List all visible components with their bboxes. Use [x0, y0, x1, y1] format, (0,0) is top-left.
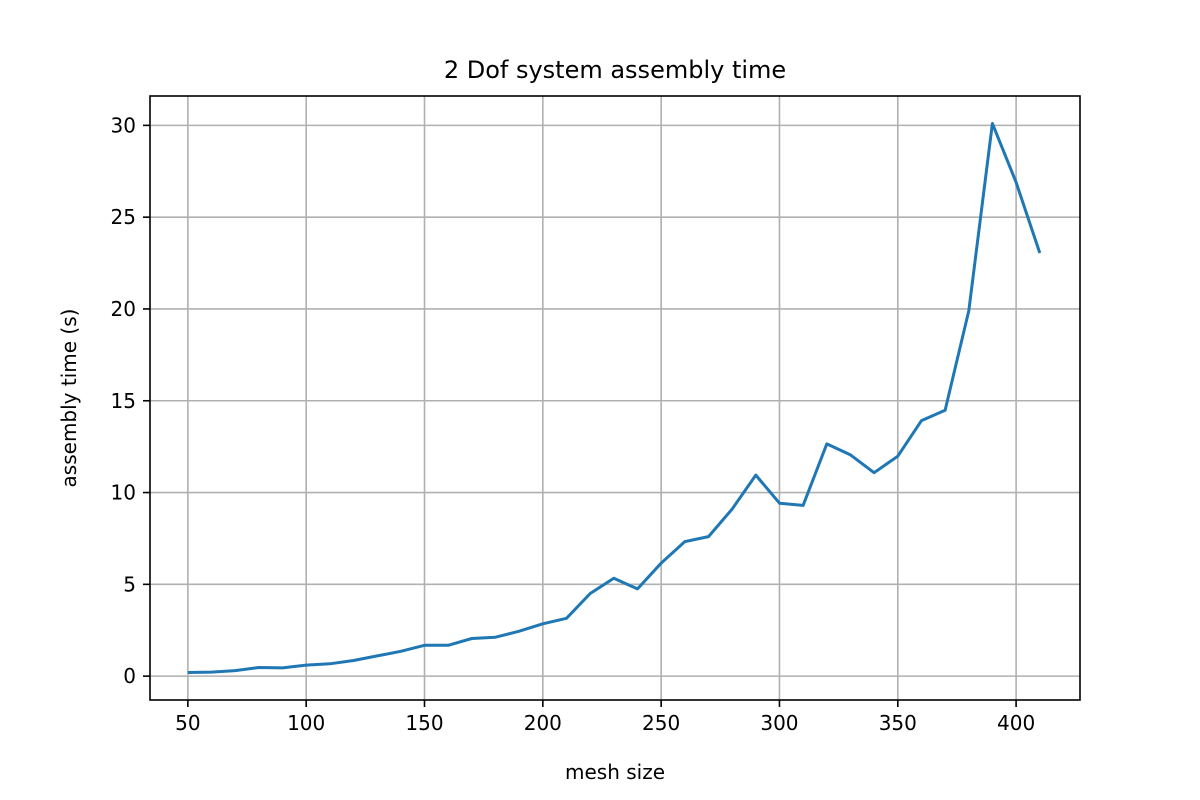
plot-frame	[149, 95, 1081, 701]
y-axis-label: assembly time (s)	[57, 309, 81, 488]
x-tick-label: 50	[175, 711, 200, 735]
x-tick-label: 250	[642, 711, 680, 735]
grid	[150, 96, 1080, 700]
x-tick-label: 100	[287, 711, 325, 735]
x-tick-label: 150	[405, 711, 443, 735]
y-tick-label: 30	[111, 113, 136, 137]
y-tick-label: 5	[123, 572, 136, 596]
x-tick-label: 400	[997, 711, 1035, 735]
y-tick-label: 25	[111, 205, 136, 229]
y-tick-label: 20	[111, 297, 136, 321]
chart-title: 2 Dof system assembly time	[444, 56, 786, 84]
y-tick-label: 15	[111, 389, 136, 413]
series-line	[187, 122, 1042, 674]
y-tick-label: 0	[123, 664, 136, 688]
y-tick-label: 10	[111, 481, 136, 505]
series-layer	[187, 122, 1042, 674]
x-tick-label: 200	[524, 711, 562, 735]
x-tick-label: 350	[879, 711, 917, 735]
x-tick-label: 300	[760, 711, 798, 735]
ticks: 50 100 150 200 250 300 350 400 0 5 10 15 20 25 30	[111, 113, 1036, 735]
x-axis-label: mesh size	[565, 760, 665, 784]
